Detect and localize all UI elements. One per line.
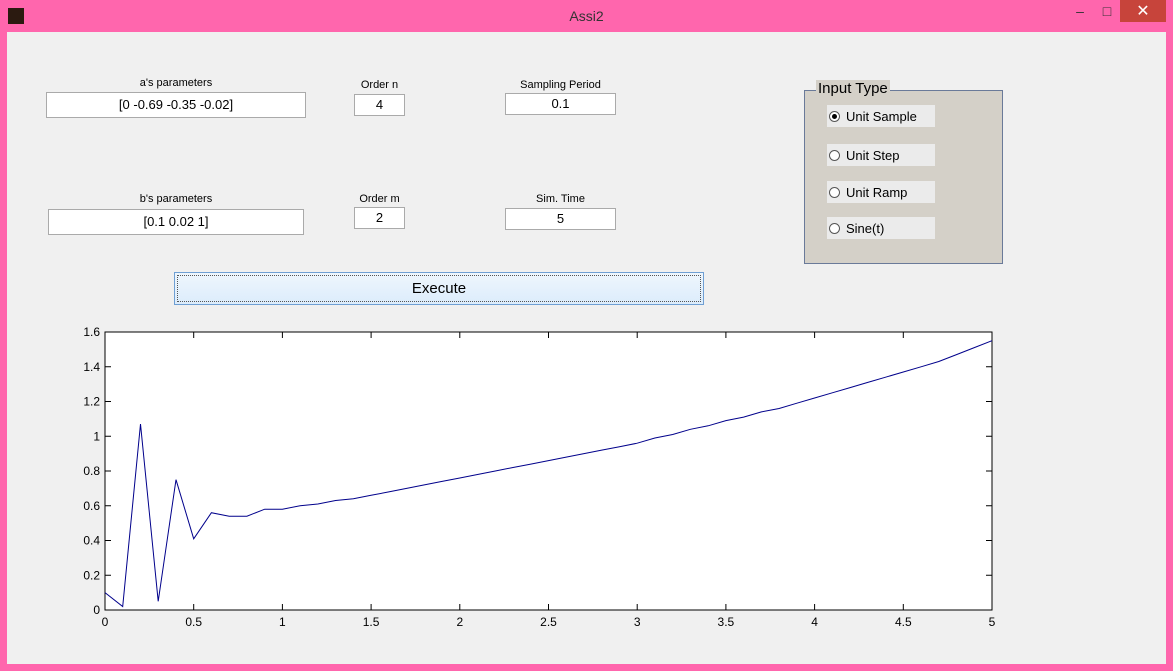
matlab-icon	[8, 8, 24, 24]
radio-unit-ramp[interactable]: Unit Ramp	[827, 181, 935, 203]
x-tick-label: 1	[279, 615, 286, 629]
y-tick-label: 0.8	[83, 464, 100, 478]
x-tick-label: 1.5	[363, 615, 380, 629]
radio-selected-icon[interactable]	[829, 110, 840, 122]
radio-unit-step[interactable]: Unit Step	[827, 144, 935, 166]
x-tick-label: 2.5	[540, 615, 557, 629]
radio-unselected-icon[interactable]	[829, 222, 840, 234]
b-params-label: b's parameters	[139, 193, 213, 205]
y-tick-label: 0.4	[83, 534, 100, 548]
x-tick-label: 3	[634, 615, 641, 629]
sampling-period-input[interactable]: 0.1	[505, 93, 616, 115]
order-n-label: Order n	[360, 79, 399, 91]
b-params-input[interactable]: [0.1 0.02 1]	[48, 209, 304, 235]
execute-button[interactable]: Execute	[174, 272, 704, 305]
x-tick-label: 3.5	[718, 615, 735, 629]
order-m-input[interactable]: 2	[354, 207, 405, 229]
x-tick-label: 0	[102, 615, 109, 629]
x-tick-label: 5	[989, 615, 996, 629]
a-params-input[interactable]: [0 -0.69 -0.35 -0.02]	[46, 92, 306, 118]
x-tick-label: 2	[456, 615, 463, 629]
y-tick-label: 0	[93, 603, 100, 617]
y-tick-label: 1.6	[83, 325, 100, 339]
figure-client-area: a's parameters [0 -0.69 -0.35 -0.02] Ord…	[7, 32, 1166, 664]
focus-ring	[177, 275, 701, 302]
radio-label: Unit Sample	[846, 108, 917, 124]
title-bar: Assi2 – □ ✕	[0, 0, 1173, 32]
sampling-period-label: Sampling Period	[520, 79, 601, 91]
radio-unselected-icon[interactable]	[829, 149, 840, 161]
radio-label: Unit Ramp	[846, 184, 908, 200]
y-tick-label: 1	[93, 429, 100, 443]
plot-area	[104, 331, 993, 611]
y-tick-label: 1.2	[83, 395, 100, 409]
a-params-label: a's parameters	[139, 77, 213, 89]
response-plot: 0 0.5 1 1.5 2 2.5 3 3.5 4 4.5 5 0 0.2 0.4 0.6 0.8 1 1.2 1.…	[83, 325, 996, 629]
window-title: Assi2	[569, 8, 604, 24]
x-tick-label: 4	[811, 615, 818, 629]
input-type-title: Input Type	[816, 80, 890, 97]
execute-label: Execute	[411, 280, 467, 297]
y-tick-label: 1.4	[83, 360, 100, 374]
sim-time-label: Sim. Time	[536, 193, 585, 205]
y-tick-label: 0.2	[83, 568, 100, 582]
y-tick-label: 0.6	[83, 499, 100, 513]
x-tick-label: 0.5	[185, 615, 202, 629]
order-n-input[interactable]: 4	[354, 94, 405, 116]
order-m-label: Order m	[359, 193, 400, 205]
minimize-button[interactable]: –	[1076, 3, 1084, 19]
maximize-button[interactable]: □	[1102, 3, 1112, 19]
radio-unit-sample[interactable]: Unit Sample	[827, 105, 935, 127]
radio-sine[interactable]: Sine(t)	[827, 217, 935, 239]
response-series-line	[104, 340, 993, 608]
x-tick-label: 4.5	[895, 615, 912, 629]
radio-label: Unit Step	[846, 147, 900, 163]
radio-label: Sine(t)	[846, 220, 885, 236]
radio-unselected-icon[interactable]	[829, 186, 840, 198]
close-button[interactable]: ✕	[1120, 0, 1166, 22]
sim-time-input[interactable]: 5	[505, 208, 616, 230]
